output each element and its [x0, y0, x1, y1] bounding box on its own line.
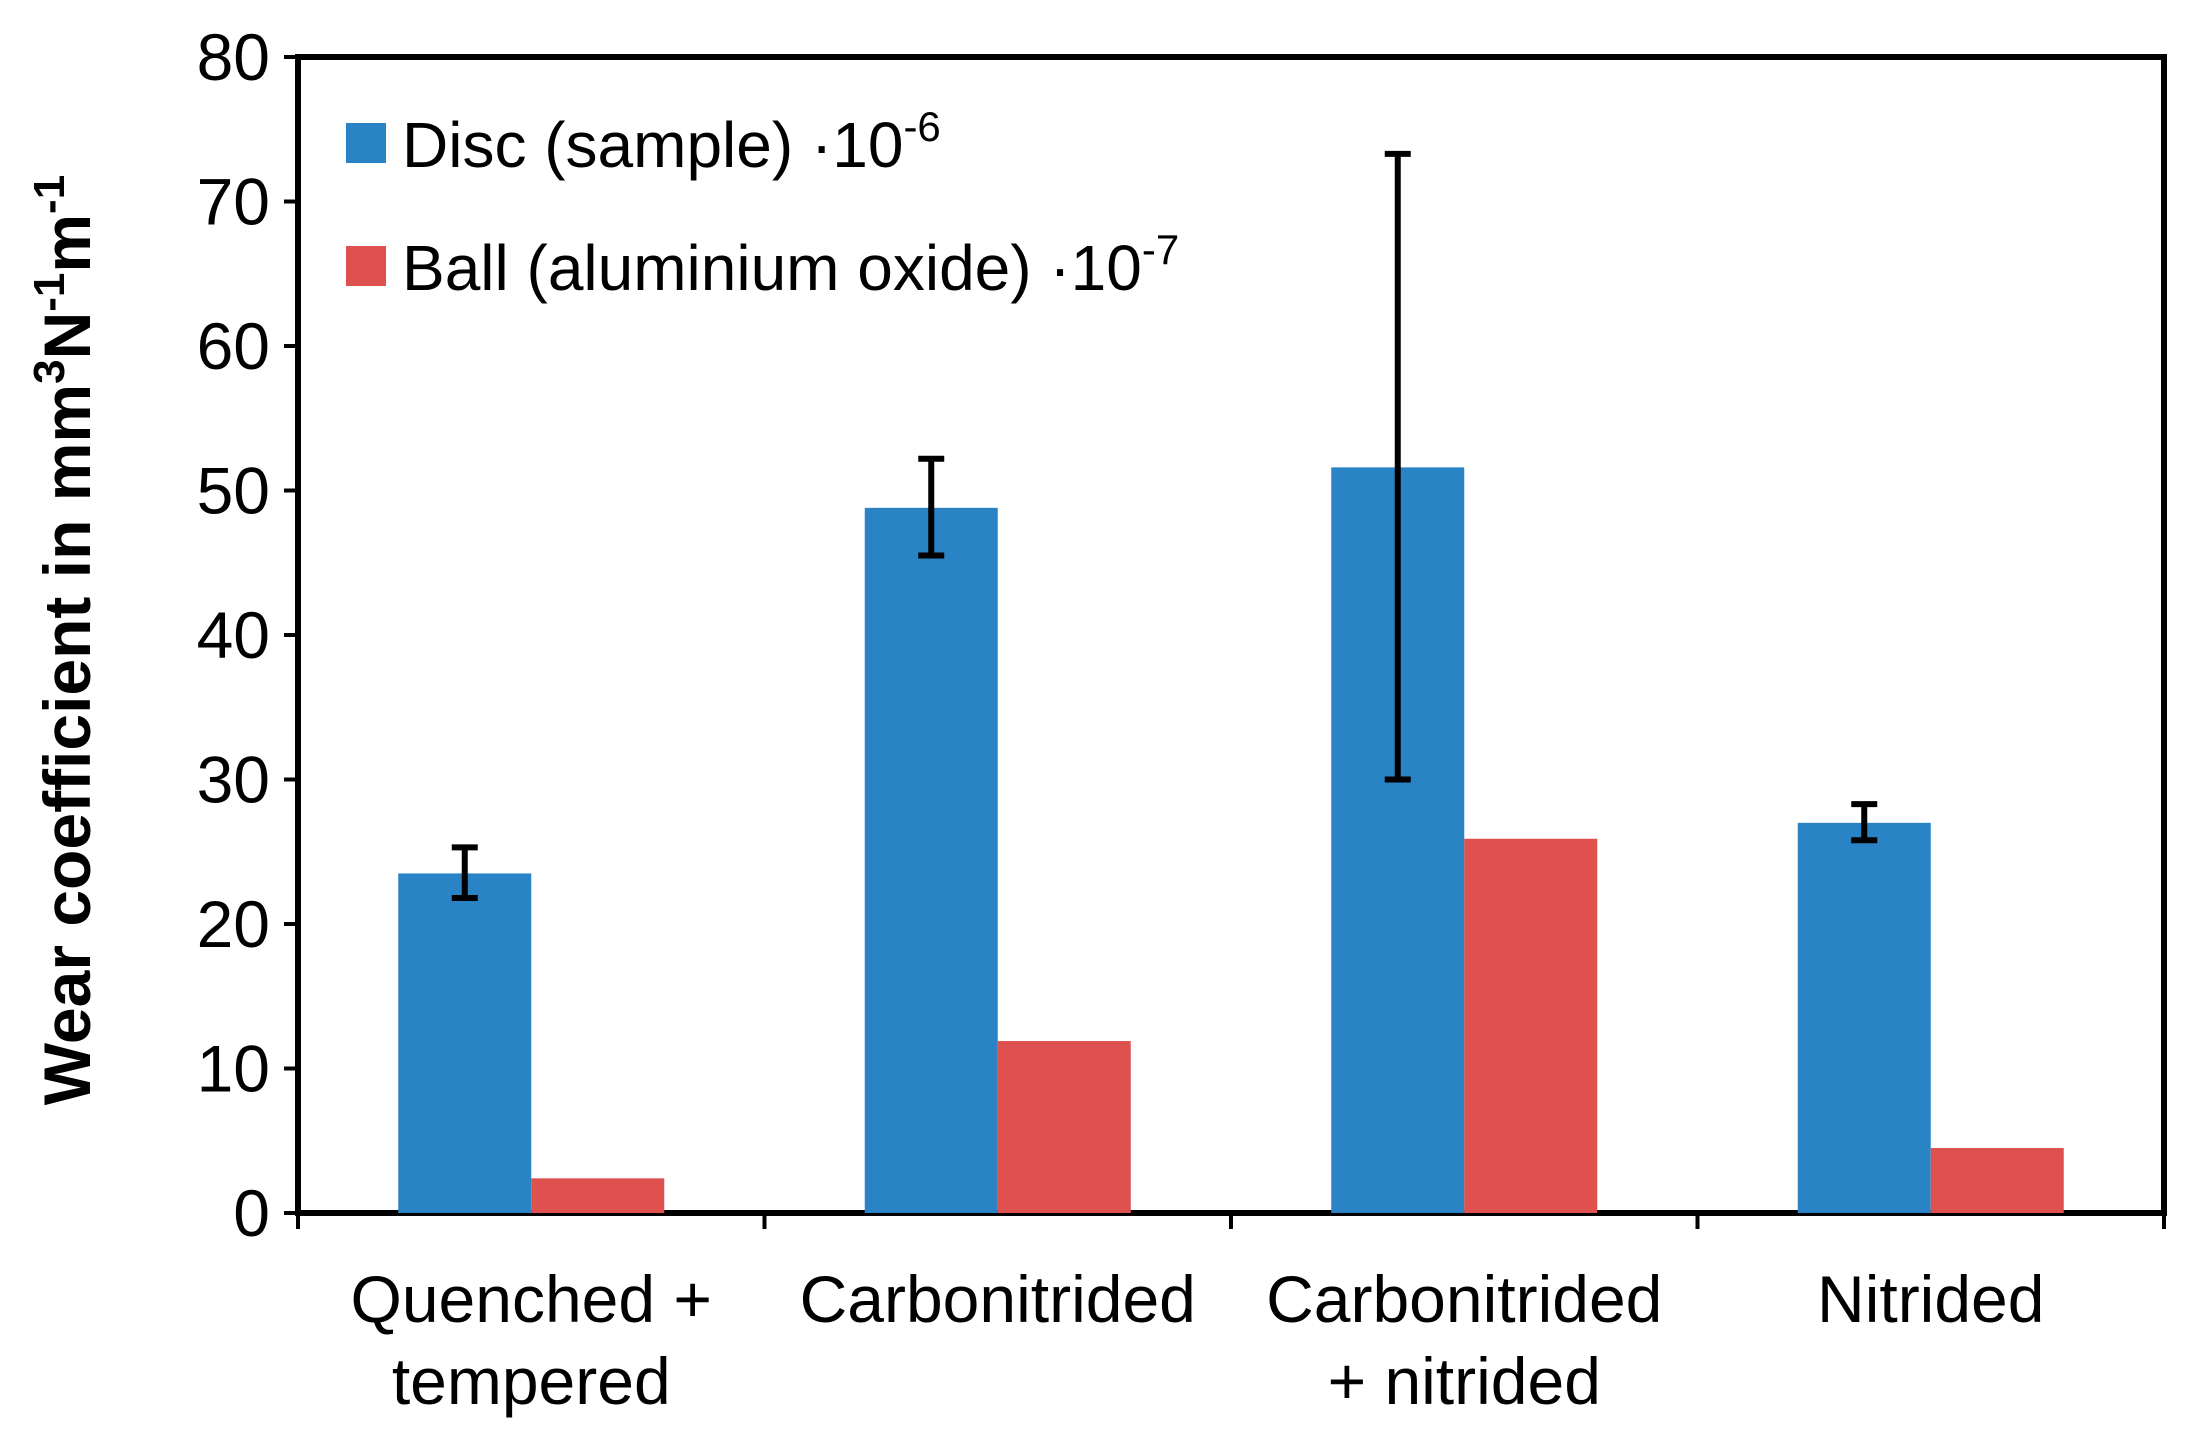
bar-disc-3: [1797, 822, 1931, 1213]
x-category-label-0: Quenched + tempered: [351, 1262, 712, 1418]
error-bars-group: [451, 150, 1878, 901]
legend: Disc (sample) ·10-6 Ball (aluminium oxide…: [346, 103, 1179, 304]
legend-swatch: [346, 246, 386, 286]
y-tick-label: 50: [197, 454, 270, 528]
y-tick-label: 70: [197, 165, 270, 239]
y-tick-label: 0: [233, 1176, 270, 1250]
y-tick-label: 60: [197, 309, 270, 383]
y-axis-title: Wear coefficient in mm3N-1m-1: [25, 175, 104, 1105]
error-bar-disc-1: [918, 455, 945, 559]
bar-disc-0: [398, 873, 532, 1213]
bar-ball-0: [531, 1178, 665, 1213]
bar-ball-1: [997, 1041, 1131, 1213]
y-tick-label: 30: [197, 743, 270, 817]
y-tick-label: 40: [197, 598, 270, 672]
y-tick-label: 20: [197, 887, 270, 961]
legend-item-ball: Ball (aluminium oxide) ·10-7: [346, 226, 1179, 304]
legend-label: Ball (aluminium oxide) ·10-7: [402, 226, 1179, 304]
x-category-label-1: Carbonitrided: [800, 1262, 1196, 1336]
y-axis-title-group: Wear coefficient in mm3N-1m-1: [25, 175, 104, 1105]
bars-group: [398, 467, 2064, 1214]
x-category-label-3: Nitrided: [1817, 1262, 2044, 1336]
x-category-label-2: Carbonitrided + nitrided: [1266, 1262, 1662, 1418]
legend-item-disc: Disc (sample) ·10-6: [346, 103, 941, 181]
error-bar-disc-0: [451, 844, 478, 901]
bar-disc-1: [864, 507, 998, 1214]
error-bar-disc-3: [1851, 801, 1878, 844]
axes-group: 0 10 20 30 40 50 60 70 80 Quenched + tempered Carbo…: [197, 20, 2166, 1418]
y-tick-label: 80: [197, 20, 270, 94]
y-tick-label: 10: [197, 1032, 270, 1106]
legend-label: Disc (sample) ·10-6: [402, 103, 941, 181]
bar-ball-3: [1930, 1147, 2064, 1213]
legend-swatch: [346, 123, 386, 163]
error-bar-disc-2: [1384, 150, 1411, 783]
bar-ball-2: [1464, 838, 1598, 1213]
